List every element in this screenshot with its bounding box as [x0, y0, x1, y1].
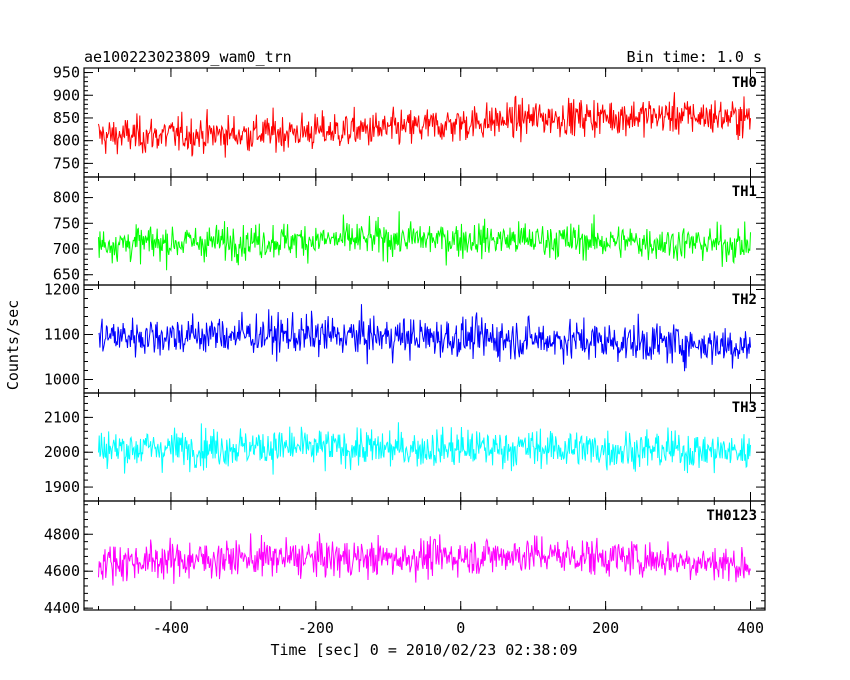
y-axis-label: Counts/sec: [4, 300, 22, 390]
x-tick-label: -200: [298, 619, 334, 637]
panel-th0123: 4400 4600 4800 TH0123: [44, 500, 766, 617]
y-tick-label: 1000: [44, 371, 80, 389]
panels-group: 750 800 850 900 950 TH0 650 700 750 800 TH1 1000 110…: [44, 64, 766, 637]
x-tick-label: 200: [592, 619, 619, 637]
y-tick-label: 850: [53, 109, 80, 127]
y-tick-label: 900: [53, 86, 80, 104]
x-axis-label: Time [sec] 0 = 2010/02/23 02:38:09: [270, 641, 577, 659]
x-tick-label: 0: [456, 619, 465, 637]
x-tick-label: -400: [153, 619, 189, 637]
panel-label: TH2: [732, 292, 757, 308]
y-tick-label: 700: [53, 240, 80, 258]
series-th0123-line: [97, 533, 751, 586]
y-tick-label: 800: [53, 132, 80, 150]
panel-th1: 650 700 750 800 TH1: [53, 176, 766, 286]
series-th3-line: [97, 422, 752, 475]
panel-label: TH1: [732, 184, 757, 200]
y-tick-label: 650: [53, 266, 80, 284]
panel-label: TH0: [732, 75, 757, 91]
series-th0-line: [98, 92, 752, 158]
y-tick-label: 4800: [44, 525, 80, 543]
y-tick-label: 750: [53, 214, 80, 232]
y-tick-label: 1900: [44, 478, 80, 496]
chart-title: ae100223023809_wam0_trn: [84, 48, 292, 66]
y-tick-label: 750: [53, 154, 80, 172]
y-tick-label: 4400: [44, 599, 80, 617]
panel-th0: 750 800 850 900 950 TH0: [53, 64, 766, 178]
y-tick-label: 2000: [44, 443, 80, 461]
panel-label: TH3: [732, 400, 757, 416]
x-tick-label: 400: [737, 619, 764, 637]
panel-th2: 1000 1100 1200 TH2: [44, 281, 766, 394]
panel-frame: [83, 176, 766, 286]
y-tick-label: 800: [53, 189, 80, 207]
panel-label: TH0123: [706, 508, 757, 524]
y-tick-label: 1200: [44, 281, 80, 299]
y-tick-label: 1100: [44, 326, 80, 344]
bin-time-label: Bin time: 1.0 s: [627, 48, 762, 66]
y-tick-label: 2100: [44, 408, 80, 426]
y-tick-label: 950: [53, 64, 80, 82]
panel-th3: 1900 2000 2100 TH3: [44, 392, 766, 502]
y-tick-label: 4600: [44, 562, 80, 580]
series-th2-line: [98, 304, 752, 372]
series-th1-line: [97, 211, 752, 271]
